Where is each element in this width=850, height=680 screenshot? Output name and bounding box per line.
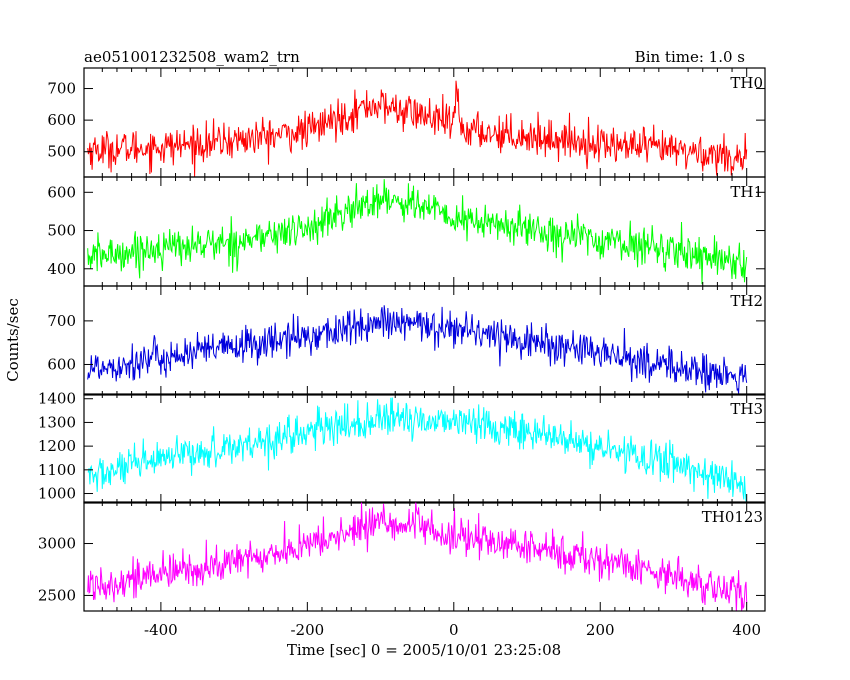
panel-th1: 400 500 600 TH1 (47, 176, 766, 287)
y-tick-label: 1100 (38, 461, 76, 479)
chart-title: ae051001232508_wam2_trn (84, 48, 300, 66)
panel-th2: 600 700 TH2 (47, 285, 766, 396)
y-tick-label: 700 (47, 312, 76, 330)
panel-th0: 500 600 700 TH0 (47, 67, 766, 178)
x-tick-label: 200 (586, 621, 615, 639)
series-line-th1 (87, 179, 748, 285)
chart-subtitle: Bin time: 1.0 s (635, 48, 745, 66)
panel-label: TH0123 (702, 508, 763, 526)
y-tick-label: 500 (47, 222, 76, 240)
y-tick-label: 600 (47, 111, 76, 129)
x-tick-label: -400 (144, 621, 178, 639)
y-tick-label: 1000 (38, 485, 76, 503)
y-tick-label: 600 (47, 183, 76, 201)
x-tick-label: 0 (449, 621, 459, 639)
y-tick-label: 600 (47, 355, 76, 373)
y-axis-label: Counts/sec (4, 298, 22, 382)
panel-frame (83, 393, 766, 504)
panel-th0123: 2500 3000 TH0123 (38, 501, 766, 612)
y-tick-label: 700 (47, 80, 76, 98)
x-tick-label: 400 (732, 621, 761, 639)
y-tick-label: 2500 (38, 586, 76, 604)
panel-label: TH1 (730, 183, 763, 201)
x-axis-label: Time [sec] 0 = 2005/10/01 23:25:08 (287, 641, 561, 659)
y-tick-label: 1200 (38, 437, 76, 455)
y-tick-label: 3000 (38, 535, 76, 553)
series-line-th0123 (87, 502, 748, 611)
panel-th3: 1000 1100 1200 1300 1400 TH3 (38, 390, 766, 504)
panel-frame (83, 501, 766, 612)
panel-label: TH0 (730, 74, 763, 92)
y-tick-label: 500 (47, 143, 76, 161)
panel-frame (83, 285, 766, 396)
y-tick-label: 1400 (38, 390, 76, 408)
x-tick-label: -200 (290, 621, 324, 639)
series-line-th0 (87, 80, 748, 177)
panels: 500 600 700 TH0 400 500 600 TH1 600 700 TH2 1000 110… (38, 67, 766, 639)
y-tick-label: 400 (47, 260, 76, 278)
y-tick-label: 1300 (38, 413, 76, 431)
series-line-th3 (87, 397, 747, 503)
panel-label: TH3 (730, 400, 763, 418)
series-line-th2 (87, 305, 748, 394)
panel-frame (83, 176, 766, 287)
panel-label: TH2 (730, 292, 763, 310)
